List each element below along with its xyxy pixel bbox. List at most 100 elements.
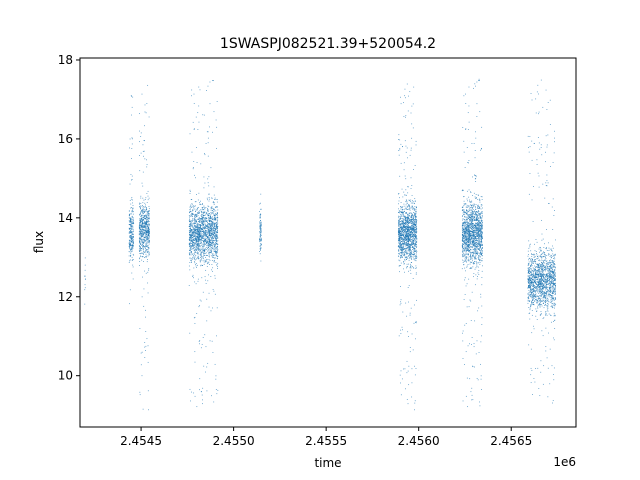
data-point [130, 255, 131, 257]
data-point [404, 211, 405, 212]
data-point [407, 224, 409, 226]
data-point [260, 193, 262, 195]
data-point [199, 248, 200, 250]
data-point [197, 129, 199, 130]
data-point [404, 248, 406, 250]
data-point [481, 252, 483, 254]
data-point [470, 201, 471, 203]
data-point [213, 259, 215, 261]
data-point [206, 217, 208, 219]
data-point [148, 214, 150, 216]
data-point [475, 227, 477, 229]
data-point [191, 226, 193, 228]
data-point [410, 199, 412, 201]
data-point [192, 233, 194, 235]
data-point [464, 364, 465, 365]
data-point [192, 239, 194, 241]
data-point [412, 201, 414, 203]
data-point [214, 228, 216, 229]
data-point [196, 224, 198, 226]
data-point [409, 215, 411, 217]
data-point [414, 238, 416, 239]
data-point [468, 160, 470, 161]
data-point [469, 221, 471, 223]
data-point [403, 227, 404, 228]
data-point [411, 253, 413, 255]
data-point [204, 207, 206, 209]
data-point [141, 217, 143, 219]
data-point [216, 240, 218, 242]
data-point [466, 240, 467, 241]
data-point [203, 236, 205, 238]
data-point [409, 231, 411, 233]
data-point [132, 245, 134, 247]
data-point [201, 243, 203, 245]
data-point [190, 235, 191, 236]
data-point [189, 232, 191, 234]
data-point [212, 228, 214, 230]
data-point [212, 270, 213, 272]
data-point [142, 208, 144, 210]
data-point [401, 221, 403, 223]
chart-title: 1SWASPJ082521.39+520054.2 [220, 36, 436, 52]
data-point [467, 242, 469, 243]
data-point [463, 223, 465, 225]
data-point [214, 232, 215, 234]
data-point [198, 258, 200, 260]
data-point [192, 244, 194, 246]
data-point [409, 250, 411, 252]
data-point [130, 217, 132, 219]
data-point [146, 230, 148, 232]
data-point [214, 244, 216, 246]
data-point [413, 234, 415, 236]
data-point [474, 223, 476, 225]
data-point [192, 256, 194, 258]
data-point [410, 202, 412, 204]
data-point [195, 215, 197, 216]
data-point [194, 174, 195, 176]
data-point [195, 265, 197, 267]
data-point [204, 252, 205, 254]
data-point [406, 247, 408, 249]
data-point [216, 231, 218, 232]
data-point [148, 231, 150, 233]
data-point [217, 249, 219, 250]
data-point [196, 239, 198, 241]
data-point [144, 227, 146, 229]
data-point [478, 231, 479, 232]
data-point [145, 256, 146, 258]
data-point [141, 210, 143, 212]
data-point [145, 223, 146, 224]
data-point [203, 214, 204, 216]
data-point [409, 269, 411, 271]
data-point [471, 236, 473, 238]
data-point [479, 111, 481, 113]
data-point [212, 255, 214, 257]
data-point [212, 131, 213, 133]
data-point [403, 368, 404, 370]
data-point [413, 233, 415, 235]
data-point [195, 177, 196, 179]
data-point [406, 216, 408, 218]
data-point [415, 219, 417, 221]
data-point [414, 214, 415, 216]
data-point [206, 224, 208, 226]
data-point [462, 223, 463, 225]
data-point [203, 241, 205, 243]
data-point [147, 239, 149, 240]
data-point [462, 249, 464, 251]
data-point [190, 251, 192, 253]
data-point [215, 235, 217, 237]
data-point [192, 222, 194, 224]
data-point [140, 195, 142, 197]
data-point [130, 255, 132, 257]
data-point [198, 231, 200, 233]
data-point [144, 236, 146, 238]
data-point [478, 228, 480, 230]
data-point [468, 217, 470, 219]
data-point [414, 215, 416, 216]
data-point [191, 249, 193, 250]
data-point [406, 238, 408, 240]
data-point [193, 227, 195, 229]
data-point [411, 228, 413, 230]
